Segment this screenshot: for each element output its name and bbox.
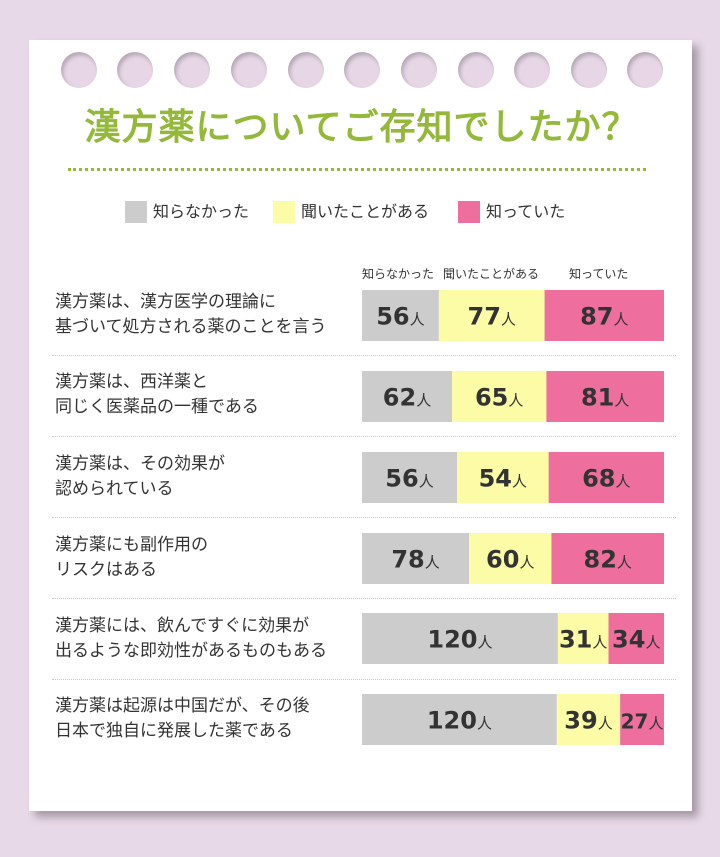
row-divider xyxy=(52,436,676,437)
legend: 知らなかった 聞いたことがある 知っていた xyxy=(0,196,720,228)
bar-segment-not-known xyxy=(362,290,439,341)
row-label-4: 漢方薬にも副作用の リスクはある xyxy=(55,535,208,580)
binder-ring xyxy=(344,52,380,88)
data-label-heard: 65人 xyxy=(475,384,523,412)
binder-ring xyxy=(458,52,494,88)
data-label-not-known: 62人 xyxy=(383,384,431,412)
bar-segment-heard xyxy=(469,533,552,584)
bar-segment-known xyxy=(544,290,664,341)
column-header-known: 知っていた xyxy=(569,267,629,281)
data-label-heard: 31人 xyxy=(559,626,607,654)
bar-segment-heard xyxy=(438,290,545,341)
bar-segment-not-known xyxy=(362,371,453,422)
bar-segment-known xyxy=(548,452,664,503)
legend-swatch-heard xyxy=(273,201,295,223)
data-label-not-known: 120人 xyxy=(427,626,492,654)
data-label-known: 27人 xyxy=(621,710,664,734)
row-label-3: 漢方薬は、その効果が 認められている xyxy=(55,454,225,499)
binder-ring xyxy=(288,52,324,88)
data-label-heard: 39人 xyxy=(564,707,612,735)
bar-segment-known xyxy=(546,371,664,422)
row-divider xyxy=(52,355,676,356)
row-label-5: 漢方薬には、飲んですぐに効果が 出るような即効性があるものもある xyxy=(55,616,327,661)
bar-segment-heard xyxy=(452,371,547,422)
row-label-1: 漢方薬は、漢方医学の理論に 基づいて処方される薬のことを言う xyxy=(55,292,327,337)
legend-swatch-known xyxy=(458,201,480,223)
row-divider xyxy=(52,598,676,599)
bar-segment-heard xyxy=(457,452,549,503)
column-header-heard: 聞いたことがある xyxy=(443,267,540,281)
page-title: 漢方薬についてご存知でしたか？ xyxy=(84,107,639,148)
binder-ring xyxy=(174,52,210,88)
data-label-heard: 77人 xyxy=(468,303,516,331)
binder-ring xyxy=(117,52,153,88)
data-label-not-known: 78人 xyxy=(391,546,439,574)
bar-segment-not-known xyxy=(362,452,458,503)
data-label-known: 81人 xyxy=(581,384,629,412)
data-label-known: 34人 xyxy=(612,626,660,654)
column-header-not-known: 知らなかった xyxy=(362,267,435,281)
bar-segment-known xyxy=(551,533,664,584)
data-label-heard: 54人 xyxy=(479,465,527,493)
binder-ring xyxy=(231,52,267,88)
bar-segment-heard xyxy=(556,694,621,745)
data-label-heard: 60人 xyxy=(486,546,534,574)
binder-ring xyxy=(61,52,97,88)
binder-ring xyxy=(627,52,663,88)
legend-label-known: 知っていた xyxy=(486,202,566,221)
data-label-not-known: 120人 xyxy=(427,707,492,735)
column-headers: 知らなかった 聞いたことがある 知っていた xyxy=(0,264,720,284)
bar-segment-not-known xyxy=(362,533,470,584)
legend-label-not-known: 知らなかった xyxy=(153,202,250,221)
bar-segment-not-known xyxy=(362,694,557,745)
title-underline xyxy=(68,168,646,171)
data-label-not-known: 56人 xyxy=(376,303,424,331)
row-label-2: 漢方薬は、西洋薬と 同じく医薬品の一種である xyxy=(55,372,259,417)
binder-ring xyxy=(571,52,607,88)
bar-segment-not-known xyxy=(362,613,558,664)
row-divider xyxy=(52,517,676,518)
data-label-known: 87人 xyxy=(580,303,628,331)
row-divider xyxy=(52,679,676,680)
data-label-known: 82人 xyxy=(584,546,632,574)
data-label-not-known: 56人 xyxy=(385,465,433,493)
row-label-6: 漢方薬は起源は中国だが、その後 日本で独自に発展した薬である xyxy=(55,696,310,741)
binder-ring xyxy=(514,52,550,88)
legend-swatch-not-known xyxy=(125,201,147,223)
bar-segment-known xyxy=(620,694,664,745)
data-label-known: 68人 xyxy=(582,465,630,493)
legend-label-heard: 聞いたことがある xyxy=(301,202,430,221)
bar-segment-known xyxy=(608,613,664,664)
bar-segment-heard xyxy=(557,613,609,664)
binder-ring xyxy=(401,52,437,88)
